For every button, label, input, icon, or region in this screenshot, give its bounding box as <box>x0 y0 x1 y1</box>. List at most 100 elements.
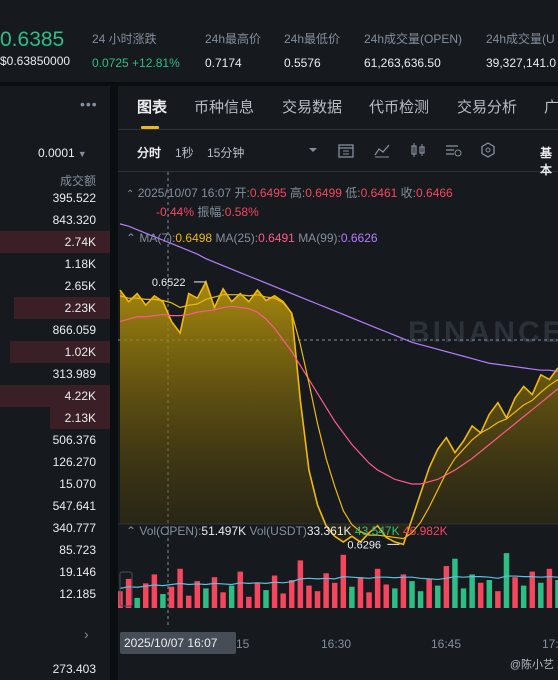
tab-coin-info[interactable]: 币种信息 <box>194 99 255 116</box>
chart-mode-basic[interactable]: 基本 <box>540 146 553 177</box>
volume-bar <box>417 591 424 608</box>
chevron-right-icon[interactable]: › <box>84 626 89 642</box>
depth-view-icon[interactable] <box>444 142 462 158</box>
tab-more[interactable]: 广 <box>544 99 558 116</box>
open-label: 开: <box>234 186 250 200</box>
vol-ma2-value: 46.982K <box>402 524 448 538</box>
order-book-row[interactable]: 843.320 <box>52 213 96 227</box>
volume-bar <box>177 568 183 608</box>
order-book-row[interactable]: 2.65K <box>64 279 96 293</box>
order-book-bottom-value: 273.403 <box>52 662 96 676</box>
volume-bar <box>331 582 338 608</box>
low-annotation: 0.6296 <box>347 539 381 551</box>
volume-bar <box>529 571 535 608</box>
indicator-icon[interactable] <box>373 142 391 158</box>
order-book-row[interactable]: 2.13K <box>64 411 96 425</box>
settings-hex-icon[interactable] <box>479 142 497 158</box>
low-value: 0.6461 <box>360 186 398 200</box>
dropdown-caret-icon[interactable] <box>304 142 322 158</box>
volume-bar <box>486 580 493 608</box>
tick-size-select[interactable]: 0.0001 ▼ <box>38 146 87 160</box>
stat-value: 0.0725 +12.81% <box>92 56 180 70</box>
volume-bar <box>237 571 243 608</box>
tab-token-check[interactable]: 代币检测 <box>369 99 430 116</box>
volume-bar <box>383 584 389 608</box>
candlestick-icon[interactable] <box>409 142 427 158</box>
order-book-row[interactable]: 313.989 <box>52 367 96 381</box>
order-book-row[interactable]: 2.23K <box>64 301 96 315</box>
volume-bar <box>168 586 175 608</box>
order-book-row[interactable]: 1.18K <box>64 257 96 271</box>
tab-trade-analysis[interactable]: 交易分析 <box>457 99 518 116</box>
price-area-fill <box>120 281 558 545</box>
change-value: -0.44% <box>156 205 195 219</box>
stat-label: 24h成交量(U <box>486 32 555 46</box>
order-book-row[interactable]: 506.376 <box>52 433 96 447</box>
volume-bar <box>271 575 278 608</box>
volume-bar <box>151 574 158 608</box>
author-watermark: @陈小艺 <box>509 659 554 671</box>
volume-bar <box>194 581 201 608</box>
collapse-icon[interactable]: ⌃ <box>126 524 137 538</box>
volume-bar <box>495 591 501 608</box>
interval-line[interactable]: 分时 <box>137 146 162 160</box>
order-book-row[interactable]: 866.059 <box>52 323 96 337</box>
collapse-icon[interactable]: ⌃ <box>126 231 137 245</box>
price-chart[interactable]: BINANCE 0.6522 0.6296 <box>118 172 558 628</box>
tick-size-value: 0.0001 <box>38 146 75 160</box>
volume-bar <box>211 577 218 608</box>
order-book-row[interactable]: 12.185 <box>59 587 96 601</box>
order-book-row[interactable]: 2.74K <box>64 235 96 249</box>
order-book-row[interactable]: 395.522 <box>52 191 96 205</box>
volume-bar <box>297 560 304 608</box>
order-book-row[interactable]: 4.22K <box>64 389 96 403</box>
order-book-row[interactable]: 547.641 <box>52 499 96 513</box>
ohlc-legend: ⌃ 2025/10/07 16:07 开:0.6495 高:0.6499 低:0… <box>126 184 453 201</box>
x-tick-label: 15 <box>236 637 250 651</box>
stat-value: 0.7174 <box>205 56 242 70</box>
calendar-icon[interactable] <box>337 142 355 158</box>
volume-bar <box>512 577 518 608</box>
order-book-row[interactable]: 19.146 <box>59 565 96 579</box>
collapse-icon[interactable]: ⌃ <box>126 189 135 200</box>
ma7-line <box>119 294 558 540</box>
crosshair-time-label: 2025/10/07 16:07 <box>120 632 236 654</box>
volume-bar <box>185 595 192 608</box>
price-line <box>119 279 558 546</box>
volume-bar <box>254 582 261 608</box>
order-book-row[interactable]: 340.777 <box>52 521 96 535</box>
tab-trading-data[interactable]: 交易数据 <box>282 99 343 116</box>
ma25-value: 0.6491 <box>258 231 295 245</box>
binance-watermark: BINANCE <box>408 316 558 349</box>
volume-bar <box>374 568 381 608</box>
volume-bar <box>546 568 553 608</box>
volume-bar <box>143 583 149 608</box>
vol-usdt-value: 33.361K <box>306 524 352 538</box>
order-book-row[interactable]: 15.070 <box>59 477 96 491</box>
depth-bar <box>10 341 110 363</box>
interval-15m[interactable]: 15分钟 <box>207 146 245 160</box>
stat-label: 24 小时涨跌 <box>92 32 157 46</box>
volume-bar <box>314 591 321 608</box>
volume-bar <box>263 590 269 608</box>
more-dots-icon[interactable]: ••• <box>80 96 98 112</box>
order-book-row[interactable]: 85.723 <box>59 543 96 557</box>
volume-bar <box>228 585 235 608</box>
stat-label: 24h成交量(OPEN) <box>364 32 463 46</box>
volume-bar <box>306 585 312 608</box>
high-annotation: 0.6522 <box>152 277 186 289</box>
low-label: 低: <box>345 186 361 200</box>
stat-24h-volume-open: 24h成交量(OPEN) 61,263,636.50 <box>364 30 462 70</box>
tab-chart[interactable]: 图表 <box>137 99 168 116</box>
interval-1s[interactable]: 1秒 <box>175 146 194 160</box>
volume-bar <box>435 585 441 608</box>
vol-ma1-value: 43.547K <box>354 524 400 538</box>
close-value: 0.6466 <box>416 186 453 200</box>
depth-bar <box>0 385 110 407</box>
last-price-usd: $0.63850000 <box>0 54 71 68</box>
chart-toolbar: 分时 1秒 15分钟 基本 <box>118 130 558 177</box>
order-book-row[interactable]: 126.270 <box>52 455 96 469</box>
ticker-bar: 0.6385 $0.63850000 24 小时涨跌 0.0725 +12.81… <box>0 0 558 82</box>
volume-bar <box>520 585 527 608</box>
order-book-row[interactable]: 1.02K <box>64 345 96 359</box>
